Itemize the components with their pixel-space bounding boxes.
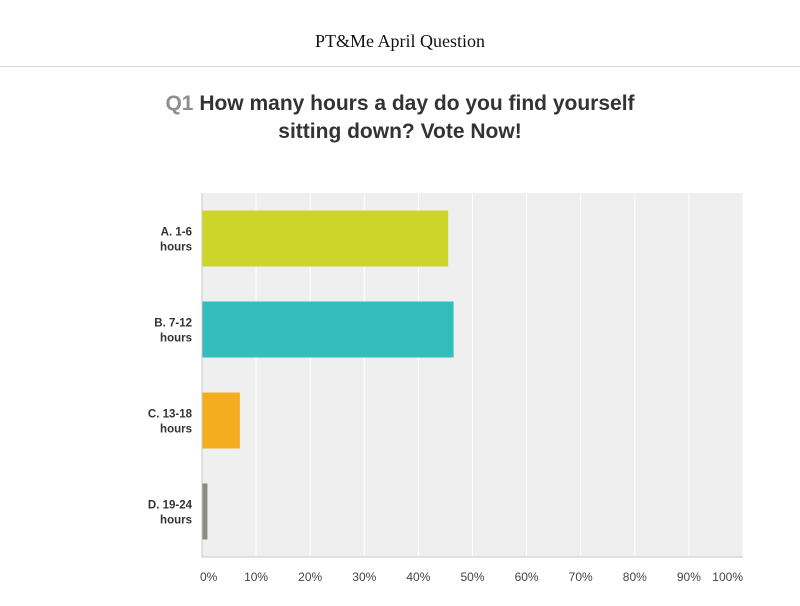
x-tick-label: 0% bbox=[200, 570, 218, 584]
category-labels: A. 1-6 hours B. 7-12 hours C. 13-18 hours D. 1… bbox=[148, 227, 193, 527]
x-tick-label: 80% bbox=[623, 570, 647, 584]
bar-a bbox=[202, 210, 449, 267]
page-title: PT&Me April Question bbox=[315, 31, 485, 51]
question-number: Q1 bbox=[165, 92, 194, 115]
bar-c bbox=[202, 392, 240, 449]
x-tick-label: 40% bbox=[406, 570, 430, 584]
x-tick-label: 50% bbox=[460, 570, 484, 584]
category-label: C. 13-18 hours bbox=[148, 409, 193, 436]
x-tick-label: 60% bbox=[515, 570, 539, 584]
x-tick-label: 10% bbox=[244, 570, 268, 584]
bars bbox=[202, 210, 454, 540]
category-label: A. 1-6 hours bbox=[160, 227, 192, 254]
x-tick-label: 90% bbox=[677, 570, 701, 584]
bar-b bbox=[202, 301, 454, 358]
x-tick-label: 20% bbox=[298, 570, 322, 584]
category-label: B. 7-12 hours bbox=[154, 318, 192, 345]
question-title: Q1 How many hours a day do you find your… bbox=[150, 90, 650, 146]
category-label: D. 19-24 hours bbox=[148, 500, 193, 527]
tick-labels: 0% 10% 20% 30% 40% 50% 60% 70% 80% 90% 100% bbox=[200, 570, 743, 584]
x-tick-label: 100% bbox=[712, 570, 743, 584]
x-tick-label: 30% bbox=[352, 570, 376, 584]
bar-d bbox=[202, 483, 208, 540]
question-text: How many hours a day do you find yoursel… bbox=[199, 92, 635, 143]
axes bbox=[201, 193, 743, 558]
x-tick-label: 70% bbox=[569, 570, 593, 584]
page-header: PT&Me April Question bbox=[0, 0, 800, 67]
